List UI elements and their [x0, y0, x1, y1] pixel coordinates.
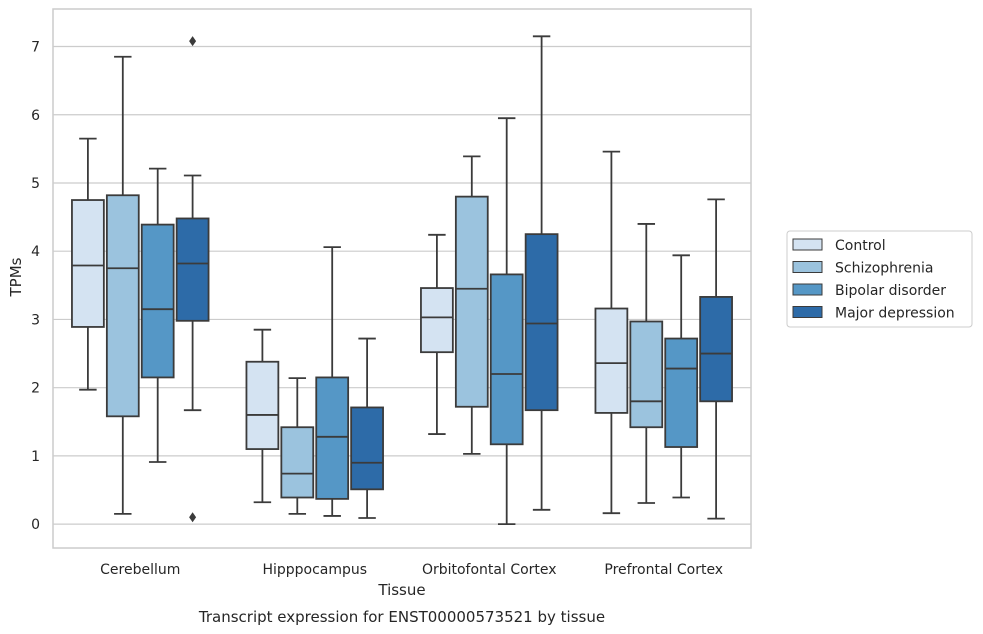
legend-label: Bipolar disorder [835, 283, 946, 299]
legend-frame [786, 230, 973, 328]
box-major-depression [175, 36, 210, 523]
y-tick-label-7: 7 [31, 40, 40, 56]
box-iqr [140, 223, 175, 379]
box-bipolar-disorder [664, 254, 699, 499]
box-iqr [699, 296, 733, 403]
y-tick-labels: 0 1 2 3 4 5 6 7 [31, 40, 40, 534]
box-iqr [175, 217, 210, 322]
box-schizophrenia [105, 55, 140, 515]
box-iqr [315, 376, 350, 500]
x-tick-label: Hipppocampus [262, 562, 367, 578]
box-iqr [105, 194, 140, 418]
y-axis-title: TPMs [7, 257, 25, 297]
box-major-depression [524, 35, 559, 511]
legend-swatch [792, 261, 823, 273]
box-iqr [280, 426, 315, 499]
legend-swatch [792, 283, 823, 296]
box-iqr [454, 195, 489, 408]
box-iqr [629, 320, 664, 429]
x-tick-labels: Cerebellum Hipppocampus Orbitofontal Corte… [100, 562, 723, 578]
x-tick-label: Orbitofontal Cortex [422, 562, 557, 578]
box-bipolar-disorder [140, 167, 175, 463]
y-tick-label-5: 5 [31, 176, 40, 192]
legend-swatch [792, 238, 823, 251]
legend-items: Control Schizophrenia Bipolar disorder Majo… [792, 238, 955, 322]
figure-caption: Transcript expression for ENST0000057352… [198, 608, 605, 626]
box-iqr [71, 199, 105, 328]
legend-swatch [792, 306, 823, 318]
outlier-point [189, 512, 197, 523]
legend-label: Schizophrenia [835, 261, 933, 277]
boxes [71, 35, 733, 526]
y-tick-label-3: 3 [31, 312, 40, 328]
legend: Control Schizophrenia Bipolar disorder Majo… [786, 230, 973, 328]
box-control [594, 150, 629, 515]
box-control [71, 137, 105, 391]
legend-label: Major depression [835, 306, 955, 322]
legend-label: Control [835, 238, 886, 254]
box-bipolar-disorder [315, 246, 350, 517]
outlier-point [189, 36, 197, 47]
box-control [420, 233, 454, 435]
plot-frame [52, 8, 752, 549]
box-iqr [524, 233, 559, 412]
y-tick-label-1: 1 [31, 449, 40, 465]
box-control [245, 328, 280, 504]
box-schizophrenia [280, 377, 315, 515]
y-tick-label-6: 6 [31, 108, 40, 124]
box-iqr [664, 337, 699, 448]
x-tick-label: Prefrontal Cortex [604, 562, 723, 578]
box-schizophrenia [629, 223, 664, 504]
y-tick-label-2: 2 [31, 381, 40, 397]
x-tick-label: Cerebellum [100, 562, 180, 578]
box-iqr [420, 287, 454, 354]
box-bipolar-disorder [489, 117, 524, 526]
y-tick-label-4: 4 [31, 244, 40, 260]
box-iqr [594, 307, 629, 414]
y-tick-label-0: 0 [31, 517, 40, 533]
box-iqr [350, 406, 384, 491]
box-major-depression [350, 337, 384, 519]
box-iqr [245, 360, 280, 450]
box-schizophrenia [454, 155, 489, 455]
box-iqr [489, 273, 524, 446]
box-major-depression [699, 198, 733, 520]
x-axis-title: Tissue [377, 581, 425, 599]
